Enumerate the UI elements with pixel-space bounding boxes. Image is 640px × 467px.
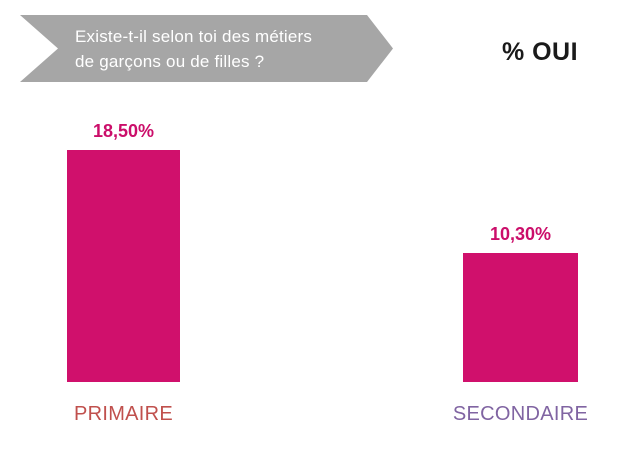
bar-primaire [67, 150, 180, 382]
percent-oui-label: % OUI [501, 38, 579, 66]
question-line-2: de garçons ou de filles ? [75, 51, 265, 71]
category-label-secondaire: SECONDAIRE [452, 403, 589, 425]
category-label-primaire: PRIMAIRE [73, 403, 174, 425]
value-label-secondaire: 10,30% [489, 224, 552, 244]
question-line-1: Existe-t-il selon toi des métiers [75, 26, 313, 46]
bar-group-secondaire: 10,30% [463, 224, 578, 382]
bar-secondaire [463, 253, 578, 382]
bar-group-primaire: 18,50% [67, 121, 180, 382]
question-banner: Existe-t-il selon toi des métiers de gar… [20, 15, 393, 82]
question-text: Existe-t-il selon toi des métiers de gar… [20, 24, 346, 74]
value-label-primaire: 18,50% [92, 121, 155, 141]
